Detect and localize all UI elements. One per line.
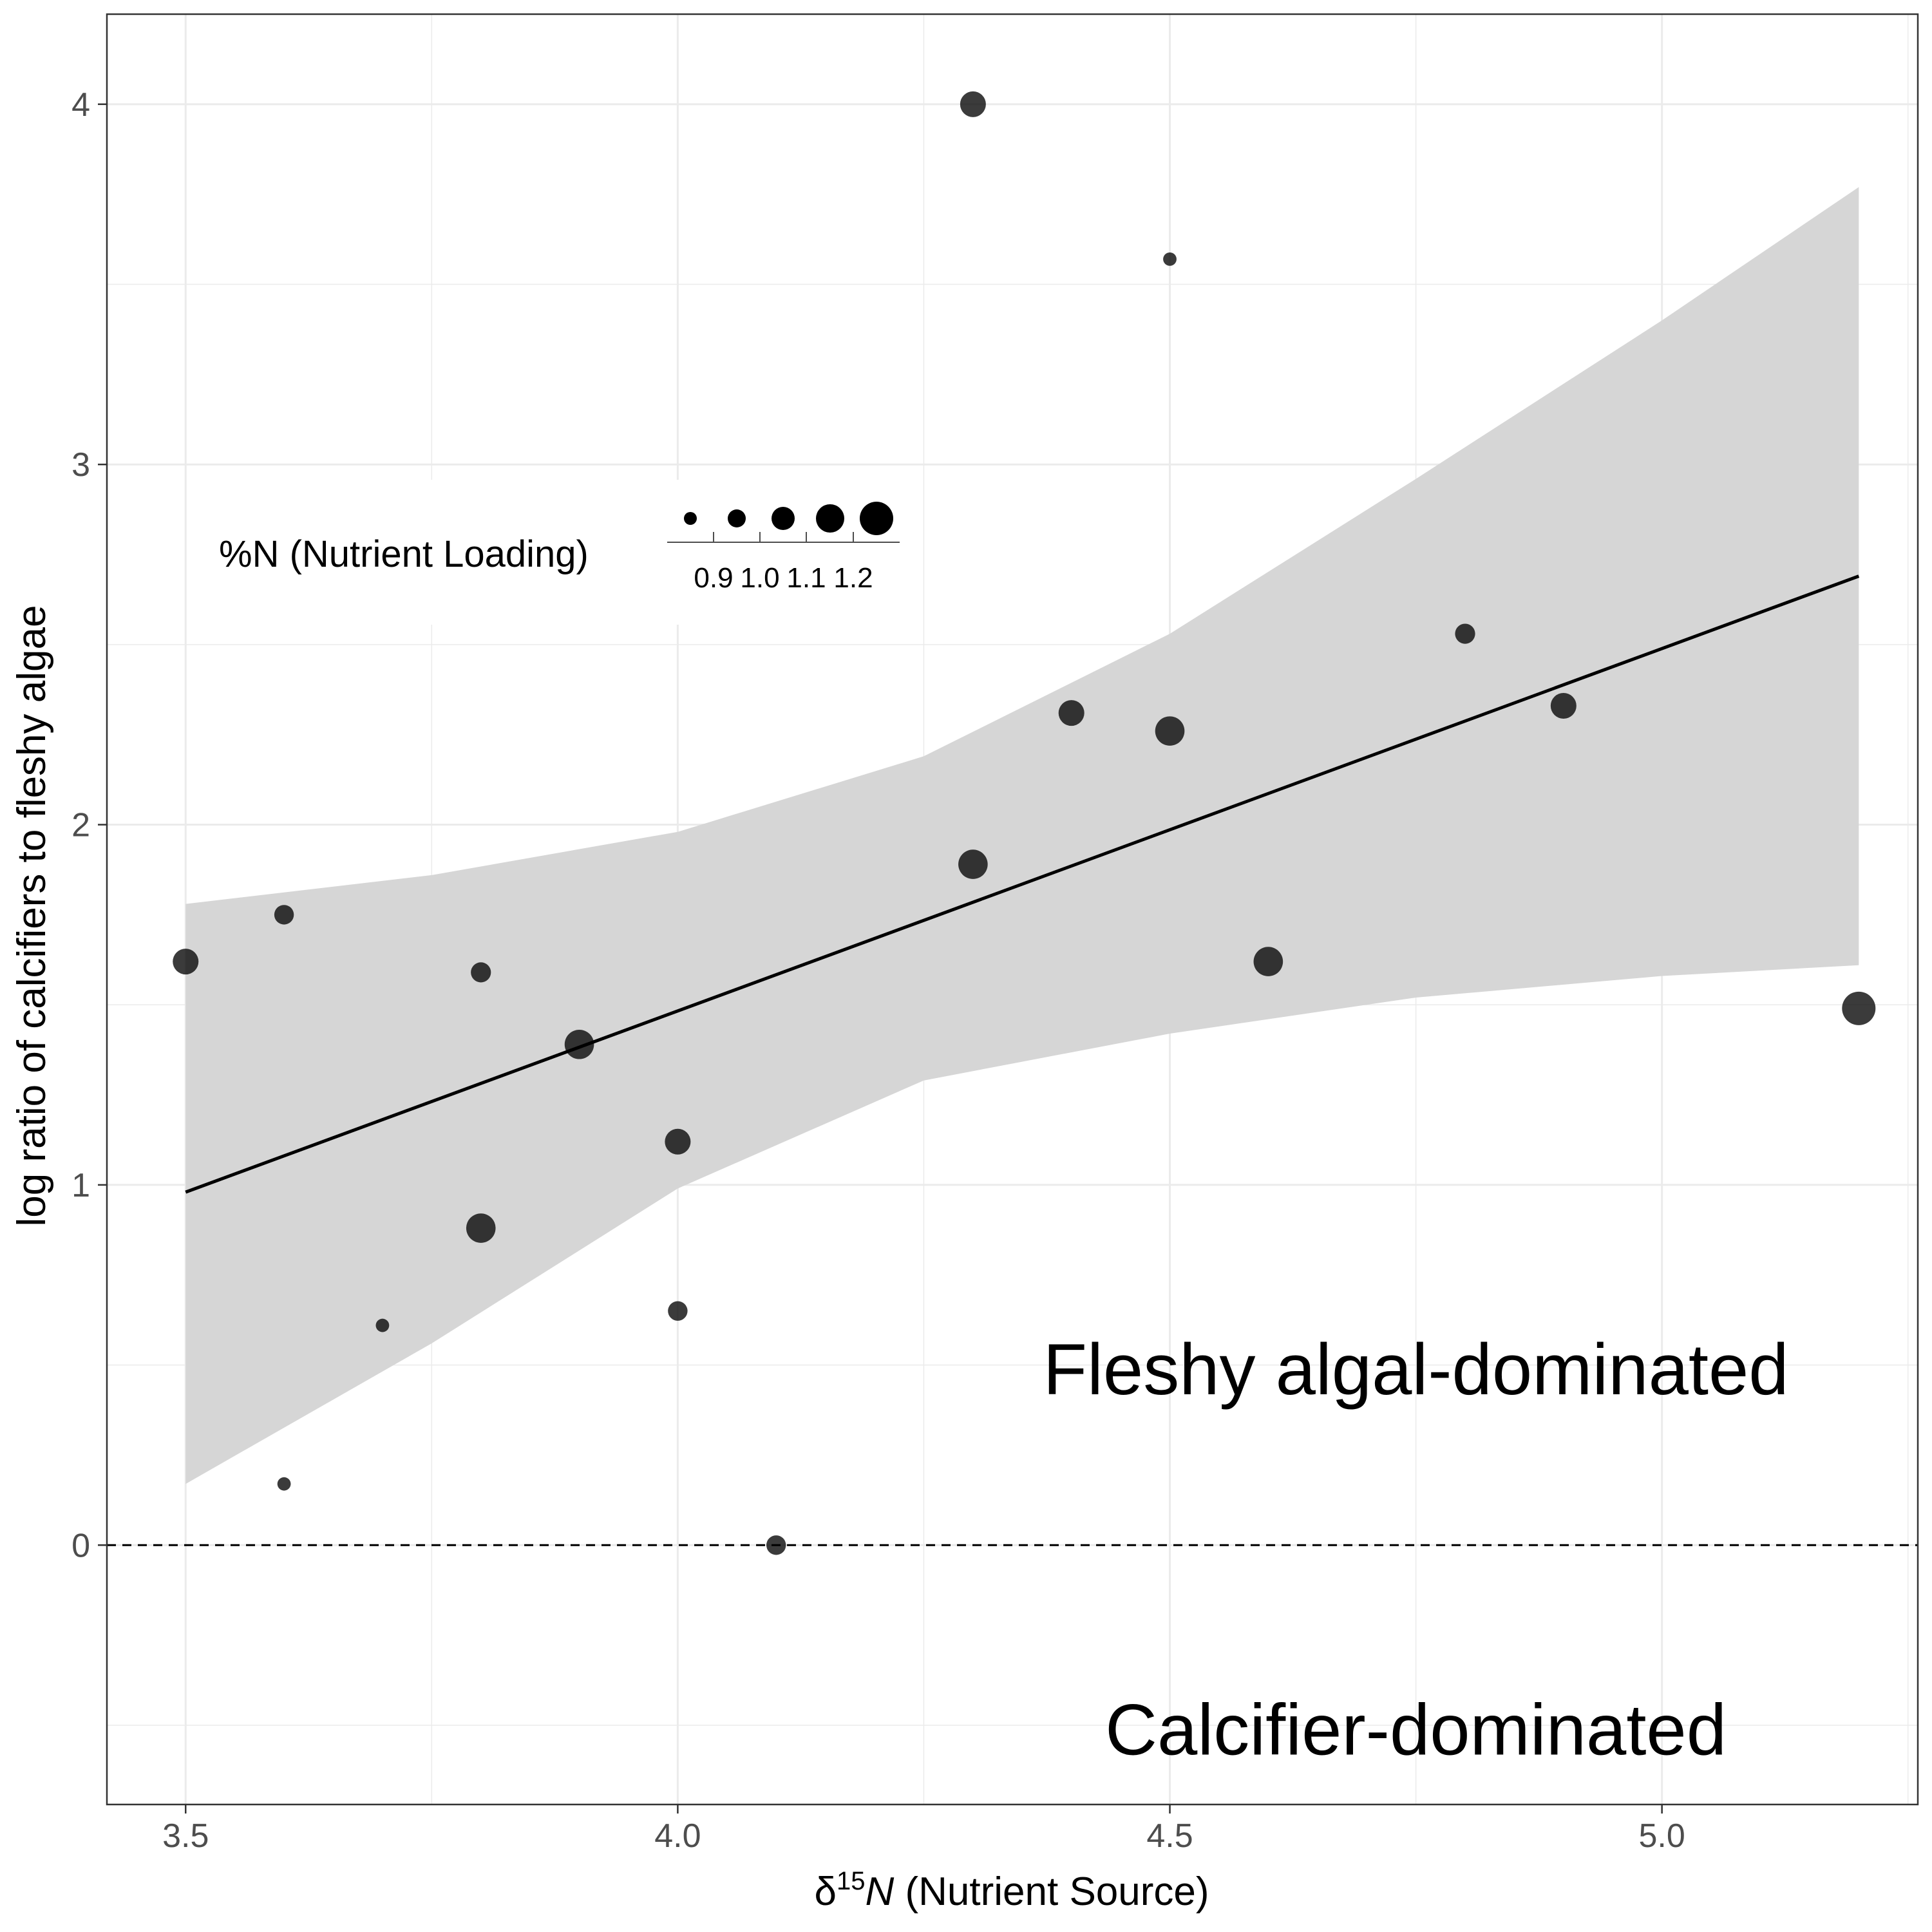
x-tick-label: 5.0	[1639, 1817, 1685, 1855]
x-axis-title-italic-n: N	[865, 1870, 894, 1914]
data-point	[1253, 947, 1283, 976]
x-axis-title-delta: δ	[814, 1870, 837, 1914]
data-point	[471, 962, 491, 983]
region-annotation: Calcifier-dominated	[1105, 1690, 1727, 1770]
x-axis-title-rest: (Nutrient Source)	[894, 1870, 1209, 1914]
legend-key-circle	[860, 502, 893, 535]
line-layer	[107, 574, 1918, 1546]
data-point	[665, 1128, 691, 1155]
panel-border	[106, 13, 1919, 1806]
x-axis-title: δ15N (Nutrient Source)	[814, 1867, 1209, 1914]
data-point	[173, 949, 199, 975]
legend: %N (Nutrient Loading) 0.9 1.0 1.1 1.2	[209, 480, 918, 625]
region-annotation: Fleshy algal-dominated	[1043, 1329, 1789, 1410]
data-point	[766, 1535, 786, 1555]
data-point	[1550, 692, 1577, 719]
y-tick-label: 4	[71, 86, 90, 124]
x-axis-title-superscript: 15	[837, 1867, 866, 1895]
legend-tick-label: 1.0	[740, 562, 779, 594]
data-point	[277, 1477, 291, 1491]
y-tick-label: 1	[71, 1167, 90, 1204]
data-point	[1058, 700, 1084, 726]
data-point	[564, 1029, 594, 1059]
legend-tick-label: 0.9	[694, 562, 733, 594]
legend-title: %N (Nutrient Loading)	[219, 533, 589, 575]
data-point	[668, 1301, 688, 1321]
confidence-band	[185, 187, 1859, 1484]
data-point	[960, 91, 986, 117]
legend-tick-label: 1.2	[833, 562, 873, 594]
axes: 3.5 4.0 4.5 5.0 0 1 2 3 4	[71, 86, 1685, 1855]
data-point	[1155, 716, 1185, 746]
y-tick-label: 2	[71, 807, 90, 844]
annotations: Fleshy algal-dominated Calcifier-dominate…	[1043, 1329, 1789, 1770]
y-tick-label: 0	[71, 1527, 90, 1564]
regression-line	[185, 574, 1860, 1194]
y-axis-title: log ratio of calcifiers to fleshy algae	[10, 605, 54, 1227]
data-point	[466, 1213, 496, 1243]
data-point	[274, 905, 294, 925]
data-point	[1842, 991, 1876, 1025]
legend-key-circle	[816, 504, 844, 533]
x-tick-label: 4.0	[654, 1817, 701, 1855]
confidence-band-layer	[185, 187, 1859, 1484]
x-tick-label: 3.5	[162, 1817, 209, 1855]
data-point	[1163, 252, 1177, 266]
x-tick-label: 4.5	[1146, 1817, 1193, 1855]
legend-key-circle	[684, 512, 697, 525]
data-point	[958, 849, 988, 879]
legend-background	[209, 480, 918, 625]
legend-tick-label: 1.1	[786, 562, 826, 594]
points-layer	[173, 91, 1876, 1555]
legend-key-circle	[772, 507, 795, 530]
data-point	[1455, 623, 1475, 644]
y-tick-label: 3	[71, 446, 90, 484]
data-point	[375, 1318, 390, 1332]
legend-key-circle	[728, 509, 746, 527]
